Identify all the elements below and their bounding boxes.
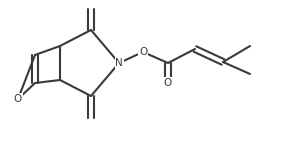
Text: N: N — [115, 58, 123, 68]
Text: O: O — [14, 94, 22, 104]
Text: O: O — [164, 78, 172, 88]
Text: O: O — [139, 47, 147, 57]
